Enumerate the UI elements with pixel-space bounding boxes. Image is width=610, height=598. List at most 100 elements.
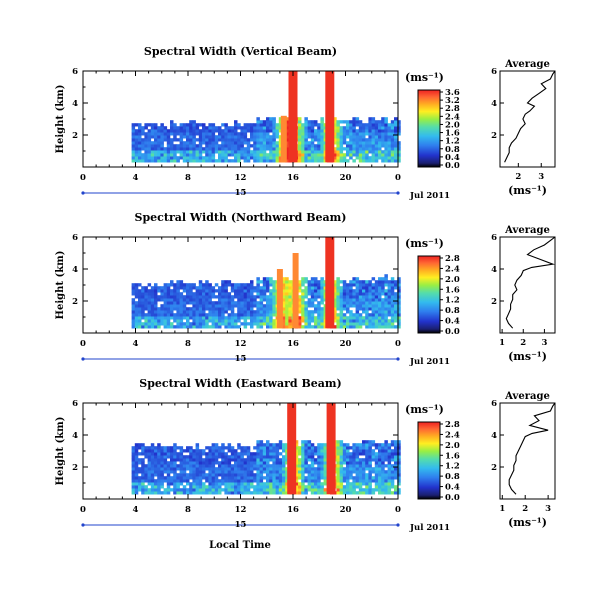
heatmap-cell xyxy=(131,467,136,471)
heatmap-cell xyxy=(157,126,161,130)
heatmap-cell xyxy=(266,289,270,293)
heatmap-cell xyxy=(397,455,401,459)
heatmap-cell xyxy=(358,138,363,142)
heatmap-cell xyxy=(352,280,356,284)
heatmap-cell xyxy=(378,316,382,320)
heatmap-cell xyxy=(307,126,312,130)
heatmap-cell xyxy=(221,446,225,450)
heatmap-cell xyxy=(192,482,196,486)
heatmap-cell xyxy=(182,123,187,127)
heatmap-cell xyxy=(166,452,171,456)
heatmap-cell xyxy=(320,470,324,474)
heatmap-cell xyxy=(390,322,395,326)
heatmap-cell xyxy=(301,280,305,284)
heatmap-cell xyxy=(346,455,350,459)
heatmap-cell xyxy=(336,458,340,462)
heatmap-cell xyxy=(150,295,155,299)
heatmap-cell xyxy=(336,316,340,320)
heatmap-cell xyxy=(237,150,241,154)
heatmap-cell xyxy=(365,467,369,471)
average-y-tick-label: 6 xyxy=(491,399,497,409)
heatmap-cell xyxy=(394,452,398,456)
heatmap-cell xyxy=(387,452,392,456)
heatmap-cell xyxy=(259,446,264,450)
heatmap-cell xyxy=(182,476,187,480)
heatmap-cell xyxy=(259,443,264,447)
heatmap-cell xyxy=(352,488,356,492)
heatmap-cell xyxy=(285,144,289,148)
heatmap-cell xyxy=(301,159,305,163)
heatmap-cell xyxy=(163,283,168,287)
heatmap-cell xyxy=(349,455,353,459)
heatmap-cell xyxy=(349,491,353,495)
heatmap-cell xyxy=(275,482,280,486)
heatmap-cell xyxy=(381,482,385,486)
heatmap-cell xyxy=(355,455,360,459)
heatmap-cell xyxy=(278,117,283,121)
heatmap-cell xyxy=(358,479,363,483)
heatmap-cell xyxy=(163,461,168,465)
heatmap-cell xyxy=(202,156,206,160)
heatmap-cell xyxy=(378,467,382,471)
heatmap-cell xyxy=(285,292,289,296)
heatmap-cell xyxy=(208,138,212,142)
heatmap-cell xyxy=(381,310,385,314)
heatmap-cell xyxy=(134,289,139,293)
heatmap-cell xyxy=(381,144,385,148)
heatmap-cell xyxy=(397,159,401,163)
heatmap-cell xyxy=(240,286,244,290)
heatmap-cell xyxy=(182,473,187,477)
heatmap-cell xyxy=(365,295,369,299)
heatmap-cell xyxy=(266,144,270,148)
heatmap-cell xyxy=(211,123,216,127)
heatmap-cell xyxy=(349,138,353,142)
heatmap-cell xyxy=(314,482,318,486)
heatmap-cell xyxy=(147,129,152,133)
heatmap-cell xyxy=(237,141,241,145)
heatmap-cell xyxy=(253,141,257,145)
heatmap-cell xyxy=(202,132,206,136)
heatmap-cell xyxy=(346,159,350,163)
heatmap-cell xyxy=(355,301,360,305)
heatmap-cell xyxy=(253,488,257,492)
heatmap-cell xyxy=(170,153,174,157)
heatmap-cell xyxy=(368,470,372,474)
heatmap-cell xyxy=(214,449,219,453)
heatmap-cell xyxy=(390,277,395,281)
heatmap-cell xyxy=(205,147,209,151)
heatmap-cell xyxy=(195,144,200,148)
heatmap-cell xyxy=(230,138,235,142)
heatmap-cell xyxy=(150,310,155,314)
heatmap-cell xyxy=(269,313,273,317)
heatmap-cell xyxy=(186,467,190,471)
heatmap-cell xyxy=(202,482,206,486)
heatmap-cell xyxy=(352,159,356,163)
heatmap-cell xyxy=(205,307,209,311)
heatmap-cell xyxy=(272,482,276,486)
heatmap-cell xyxy=(310,144,315,148)
heatmap-cell xyxy=(131,153,136,157)
heatmap-cell xyxy=(262,132,267,136)
heatmap-cell xyxy=(387,446,392,450)
heatmap-cell xyxy=(346,316,350,320)
heatmap-cell xyxy=(186,286,190,290)
heatmap-cell xyxy=(202,138,206,142)
heatmap-cell xyxy=(371,488,376,492)
heatmap-cell xyxy=(141,452,145,456)
heatmap-cell xyxy=(346,144,350,148)
heatmap-cell xyxy=(179,138,184,142)
heatmap-cell xyxy=(320,449,324,453)
heatmap-cell xyxy=(387,485,392,489)
heatmap-cell xyxy=(387,449,392,453)
heatmap-cell xyxy=(266,126,270,130)
heatmap-cell xyxy=(346,479,350,483)
heatmap-cell xyxy=(378,156,382,160)
heatmap-cell xyxy=(198,310,203,314)
heatmap-cell xyxy=(195,159,200,163)
heatmap-cell xyxy=(138,313,142,317)
heatmap-cell xyxy=(192,138,196,142)
heatmap-cell xyxy=(240,482,244,486)
heatmap-cell xyxy=(390,283,395,287)
heatmap-cell xyxy=(154,449,158,453)
heatmap-cell xyxy=(355,150,360,154)
